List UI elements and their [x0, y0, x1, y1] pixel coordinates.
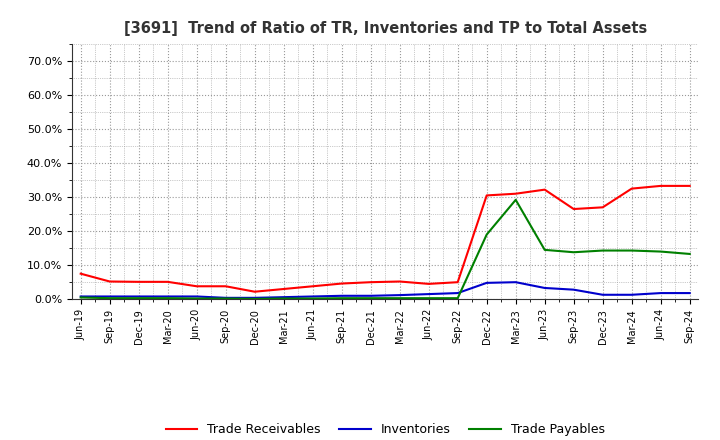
Trade Receivables	[163, 279, 172, 285]
Legend: Trade Receivables, Inventories, Trade Payables: Trade Receivables, Inventories, Trade Pa…	[161, 418, 610, 440]
Inventories	[570, 287, 578, 292]
Trade Payables	[308, 296, 317, 301]
Trade Receivables	[511, 191, 520, 196]
Trade Receivables	[570, 206, 578, 212]
Trade Receivables	[221, 284, 230, 289]
Trade Receivables	[395, 279, 404, 284]
Inventories	[105, 294, 114, 299]
Trade Receivables	[192, 284, 201, 289]
Trade Receivables	[424, 281, 433, 286]
Trade Receivables	[366, 279, 375, 285]
Inventories	[366, 293, 375, 298]
Inventories	[541, 285, 549, 290]
Inventories	[395, 293, 404, 298]
Inventories	[627, 292, 636, 297]
Trade Payables	[76, 295, 85, 300]
Trade Payables	[454, 296, 462, 301]
Inventories	[163, 294, 172, 299]
Trade Receivables	[338, 281, 346, 286]
Inventories	[76, 294, 85, 299]
Trade Receivables	[308, 284, 317, 289]
Trade Payables	[338, 296, 346, 301]
Trade Payables	[657, 249, 665, 254]
Trade Receivables	[541, 187, 549, 192]
Trade Payables	[570, 249, 578, 255]
Trade Receivables	[279, 286, 288, 292]
Line: Inventories: Inventories	[81, 282, 690, 298]
Inventories	[279, 294, 288, 300]
Trade Payables	[395, 296, 404, 301]
Trade Payables	[163, 296, 172, 301]
Trade Payables	[135, 296, 143, 301]
Inventories	[308, 294, 317, 299]
Trade Receivables	[482, 193, 491, 198]
Inventories	[454, 290, 462, 296]
Trade Payables	[541, 247, 549, 253]
Trade Receivables	[598, 205, 607, 210]
Inventories	[424, 291, 433, 297]
Inventories	[598, 292, 607, 297]
Inventories	[482, 280, 491, 286]
Trade Receivables	[454, 279, 462, 285]
Trade Payables	[482, 232, 491, 237]
Inventories	[657, 290, 665, 296]
Trade Payables	[685, 251, 694, 257]
Inventories	[685, 290, 694, 296]
Inventories	[338, 293, 346, 298]
Trade Payables	[279, 296, 288, 301]
Line: Trade Payables: Trade Payables	[81, 200, 690, 299]
Trade Receivables	[251, 289, 259, 294]
Inventories	[511, 279, 520, 285]
Trade Payables	[627, 248, 636, 253]
Trade Receivables	[657, 183, 665, 188]
Title: [3691]  Trend of Ratio of TR, Inventories and TP to Total Assets: [3691] Trend of Ratio of TR, Inventories…	[124, 21, 647, 36]
Trade Receivables	[685, 183, 694, 188]
Trade Payables	[221, 296, 230, 301]
Trade Payables	[511, 197, 520, 202]
Inventories	[135, 294, 143, 299]
Trade Payables	[366, 296, 375, 301]
Inventories	[251, 295, 259, 301]
Trade Receivables	[135, 279, 143, 285]
Trade Payables	[105, 296, 114, 301]
Trade Payables	[192, 296, 201, 301]
Trade Receivables	[627, 186, 636, 191]
Inventories	[221, 295, 230, 301]
Line: Trade Receivables: Trade Receivables	[81, 186, 690, 292]
Trade Receivables	[105, 279, 114, 284]
Inventories	[192, 294, 201, 299]
Trade Payables	[424, 296, 433, 301]
Trade Payables	[251, 296, 259, 301]
Trade Receivables	[76, 271, 85, 276]
Trade Payables	[598, 248, 607, 253]
